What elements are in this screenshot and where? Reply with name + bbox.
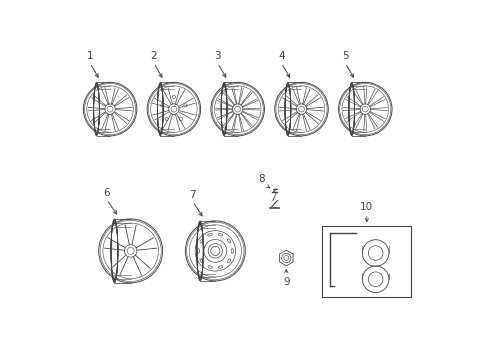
Text: 3: 3 (214, 51, 221, 61)
Text: 8: 8 (257, 174, 264, 184)
Text: 1: 1 (86, 51, 93, 61)
Text: 4: 4 (278, 51, 284, 61)
Bar (322, 226, 410, 297)
Text: 5: 5 (341, 51, 348, 61)
Text: 10: 10 (360, 202, 372, 212)
Text: 6: 6 (103, 188, 110, 198)
Text: 2: 2 (150, 51, 157, 61)
Text: 7: 7 (189, 190, 196, 200)
Text: 9: 9 (283, 278, 289, 288)
